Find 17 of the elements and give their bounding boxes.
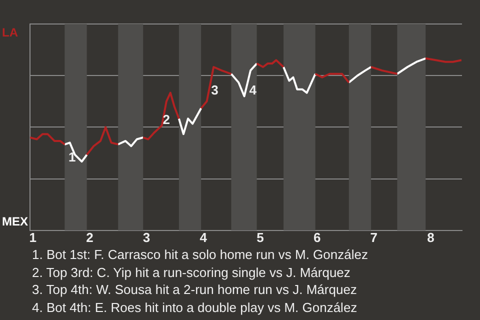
text: MEX <box>2 214 28 229</box>
x-tick-label: 8 <box>427 230 434 245</box>
annotation: 1 <box>68 150 76 165</box>
x-tick-label: 4 <box>200 230 208 245</box>
text: 2. Top 3rd: C. Yip hit a run-scoring single vs J. Márquez <box>32 264 352 281</box>
annotation: 3 <box>211 82 218 98</box>
x-tick-label: 2 <box>86 230 94 245</box>
text: 1. Bot 1st: F. Carrasco hit a solo home run vs M. González <box>32 246 369 264</box>
annotation: 4 <box>249 82 258 98</box>
x-tick-label: 6 <box>313 230 321 245</box>
text: 4. Bot 4th: E. Roes hit into a double play vs M. González <box>32 298 358 316</box>
text: LA <box>2 25 18 40</box>
x-tick-label: 1 <box>29 230 36 245</box>
x-tick-label: 3 <box>142 230 150 245</box>
x-tick-label: 7 <box>370 230 378 245</box>
text: 3. Top 4th: W. Sousa hit a 2-run home run vs J. Márquez <box>32 281 358 298</box>
x-tick-label: 5 <box>256 230 264 245</box>
